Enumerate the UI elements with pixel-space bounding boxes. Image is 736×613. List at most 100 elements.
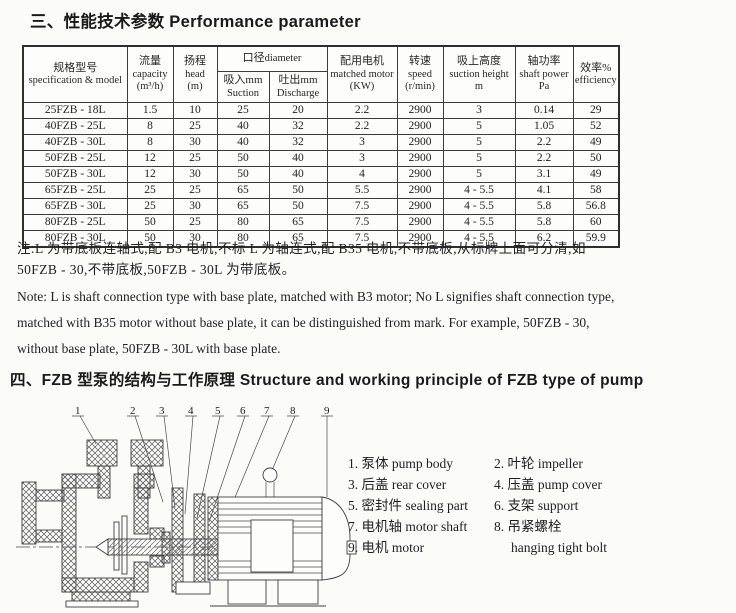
table-cell: 3.1	[514, 166, 574, 183]
table-cell: 2900	[396, 102, 444, 119]
col-header-head-en: head	[185, 68, 205, 80]
table-row: 65FZB - 25L 25 25 65 50 5.5 2900 4 - 5.5 4.1 58	[22, 182, 620, 199]
col-header-model: 规格型号 specification & model	[22, 45, 128, 103]
table-cell: 3	[326, 150, 398, 167]
callout-number: 6	[240, 405, 246, 417]
spec-table-body: 25FZB - 18L 1.5 10 25 20 2.2 2900 3 0.14 29 40FZB …	[22, 102, 620, 248]
note-english-line2: matched with B35 motor without base plat…	[17, 315, 590, 330]
parts-legend: 1. 泵体 pump body 2. 叶轮 impeller 3. 后盖 rea…	[348, 456, 607, 555]
table-cell: 32	[268, 118, 328, 135]
callout-number: 7	[264, 405, 270, 417]
col-header-diameter-zh: 口径	[242, 52, 265, 65]
motor-foot	[277, 579, 319, 605]
table-cell: 8	[126, 134, 174, 151]
table-cell: 2900	[396, 166, 444, 183]
table-cell: 2900	[396, 150, 444, 167]
table-cell: 30	[172, 166, 218, 183]
table-cell: 65	[216, 198, 270, 215]
col-header-suction-height-unit: m	[474, 81, 484, 93]
col-header-motor-en: matched motor	[330, 68, 394, 80]
note-chinese: 注:L 为带底板连轴式,配 B3 电机;不标 L 为轴连式,配 B35 电机,不…	[17, 238, 719, 280]
col-header-model-zh: 规格型号	[53, 61, 98, 74]
table-cell: 2900	[396, 118, 444, 135]
col-header-motor-zh: 配用电机	[340, 55, 385, 68]
col-header-suction: 吸入mm Suction	[216, 71, 270, 103]
table-cell: 52	[572, 118, 620, 135]
motor-drawing	[207, 467, 357, 607]
table-cell: 1.05	[514, 118, 574, 135]
col-header-speed-zh: 转速	[409, 55, 432, 68]
col-header-speed-en: speed	[408, 68, 432, 80]
table-cell: 40FZB - 30L	[22, 134, 128, 151]
performance-parameter-table: 规格型号 specification & model 流量 capacity (…	[22, 45, 621, 248]
col-header-efficiency: 效率% efficiency	[572, 45, 620, 103]
callout-number: 4	[188, 405, 194, 417]
table-cell: 4	[326, 166, 398, 183]
table-cell: 65FZB - 30L	[22, 198, 128, 215]
table-cell: 80	[216, 230, 270, 248]
table-cell: 12	[126, 166, 174, 183]
col-header-discharge: 吐出mm Discharge	[268, 71, 328, 103]
table-cell: 65	[268, 230, 328, 248]
table-cell: 40	[268, 150, 328, 167]
col-header-suction-height-en: suction height	[449, 68, 509, 80]
table-row: 80FZB - 25L 50 25 80 65 7.5 2900 4 - 5.5 5.8 60	[22, 214, 620, 231]
table-cell: 80	[216, 214, 270, 231]
table-row: 25FZB - 18L 1.5 10 25 20 2.2 2900 3 0.14 29	[22, 102, 620, 119]
table-cell: 50	[268, 182, 328, 199]
col-header-shaft-power-unit: Pa	[538, 81, 550, 93]
col-header-capacity-en: capacity	[132, 68, 168, 80]
callout-number: 8	[290, 405, 296, 417]
performance-section-title: 三、性能技术参数 Performance parameter	[30, 13, 361, 31]
table-cell: 50	[572, 150, 620, 167]
table-cell: 4 - 5.5	[442, 198, 516, 215]
table-cell: 5	[442, 118, 516, 135]
col-header-diameter: 口径diameter	[216, 45, 328, 72]
table-cell: 2900	[396, 134, 444, 151]
table-row: 50FZB - 30L 12 30 50 40 4 2900 5 3.1 49	[22, 166, 620, 183]
col-header-capacity: 流量 capacity (m³/h)	[126, 45, 174, 103]
table-cell: 25	[126, 182, 174, 199]
table-cell: 80FZB - 30L	[22, 230, 128, 248]
callout-number: 1	[75, 405, 81, 417]
table-cell: 25	[126, 198, 174, 215]
table-cell: 25	[172, 118, 218, 135]
col-header-head: 扬程 head (m)	[172, 45, 218, 103]
table-cell: 2900	[396, 198, 444, 215]
table-cell: 2900	[396, 182, 444, 199]
note-chinese-line1: 注:L 为带底板连轴式,配 B3 电机;不标 L 为轴连式,配 B35 电机,不…	[17, 241, 586, 256]
col-header-model-en: specification & model	[28, 75, 122, 86]
table-cell: 7.5	[326, 214, 398, 231]
table-cell: 4 - 5.5	[442, 214, 516, 231]
callout-number: 2	[130, 405, 136, 417]
table-cell: 50FZB - 30L	[22, 166, 128, 183]
table-cell: 5.8	[514, 214, 574, 231]
table-cell: 2.2	[514, 134, 574, 151]
table-cell: 25FZB - 18L	[22, 102, 128, 119]
table-cell: 50	[126, 214, 174, 231]
table-cell: 25	[172, 214, 218, 231]
table-cell: 5.5	[326, 182, 398, 199]
motor-foot	[227, 579, 267, 605]
table-cell: 1.5	[126, 102, 174, 119]
table-cell: 80FZB - 25L	[22, 214, 128, 231]
table-cell: 40FZB - 25L	[22, 118, 128, 135]
table-row: 40FZB - 30L 8 30 40 32 3 2900 5 2.2 49	[22, 134, 620, 151]
table-cell: 4 - 5.5	[442, 182, 516, 199]
table-cell: 56.8	[572, 198, 620, 215]
table-cell: 5	[442, 166, 516, 183]
table-cell: 50	[216, 150, 270, 167]
table-cell: 60	[572, 214, 620, 231]
col-header-shaft-power-en: shaft power	[519, 68, 569, 80]
table-cell: 65	[268, 214, 328, 231]
table-cell: 2.2	[514, 150, 574, 167]
legend-item: 9. 电机 motor	[348, 540, 425, 555]
col-header-head-zh: 扬程	[184, 55, 206, 68]
table-cell: 2.2	[326, 118, 398, 135]
table-cell: 40	[268, 166, 328, 183]
table-cell: 50	[216, 166, 270, 183]
table-cell: 65FZB - 25L	[22, 182, 128, 199]
table-row: 40FZB - 25L 8 25 40 32 2.2 2900 5 1.05 52	[22, 118, 620, 135]
table-cell: 25	[172, 150, 218, 167]
